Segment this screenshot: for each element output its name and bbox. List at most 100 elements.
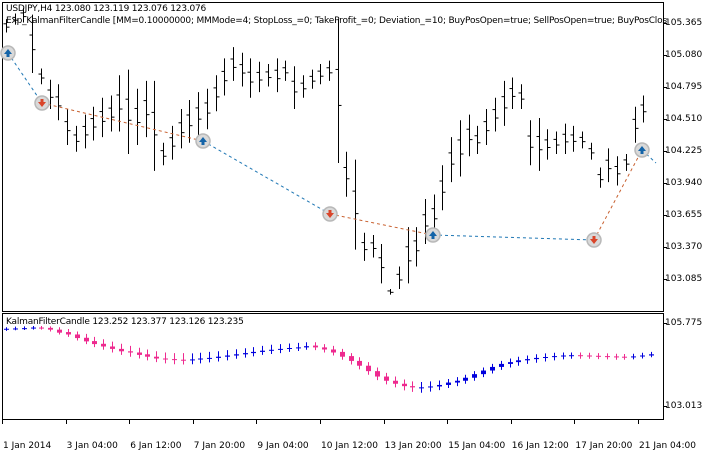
kalman-candle-body	[251, 351, 256, 354]
kalman-candle-body	[472, 374, 477, 378]
kalman-candle-body	[66, 332, 71, 335]
indicator-tick-label: 105.775	[662, 318, 703, 328]
kalman-candle-body	[39, 327, 44, 329]
time-tick	[2, 419, 3, 424]
kalman-candle-body	[587, 355, 592, 357]
price-tick-label: 103.655	[662, 210, 703, 221]
indicator-label: KalmanFilterCandle 123.252 123.377 123.1…	[6, 317, 244, 327]
kalman-candle-body	[419, 387, 424, 389]
price-tick-label: 103.370	[662, 242, 703, 253]
time-tick-label: 9 Jan 04:00	[257, 441, 309, 451]
time-tick	[65, 419, 67, 424]
kalman-candle-body	[446, 382, 451, 385]
kalman-candle-body	[216, 356, 221, 358]
time-tick-label: 7 Jan 20:00	[193, 441, 246, 451]
kalman-candle-body	[357, 360, 362, 366]
kalman-candle-body	[137, 352, 142, 355]
time-tick-label: 10 Jan 12:00	[321, 441, 378, 451]
time-tick	[383, 419, 385, 424]
kalman-candle-body	[75, 334, 80, 339]
kalman-candle-body	[331, 349, 336, 353]
kalman-candle-body	[304, 346, 309, 348]
kalman-candle-body	[119, 348, 124, 352]
kalman-candle-body	[366, 365, 371, 372]
kalman-candle-body	[181, 359, 186, 361]
kalman-candle-body	[154, 356, 159, 359]
kalman-candle-body	[278, 348, 283, 350]
trade-connector-line	[329, 213, 434, 236]
price-tick-label: 104.510	[662, 114, 703, 125]
time-tick	[447, 419, 449, 424]
time-tick-label: 1 Jan 2014	[3, 441, 52, 451]
indicator-panel[interactable]: KalmanFilterCandle 123.252 123.377 123.1…	[2, 313, 664, 420]
kalman-candle-body	[349, 356, 354, 361]
kalman-candle-body	[569, 355, 574, 357]
kalman-candle-body	[207, 357, 212, 359]
kalman-candle-body	[552, 356, 557, 358]
kalman-candle-body	[190, 359, 195, 361]
kalman-candle-body	[84, 337, 89, 342]
kalman-candle-body	[543, 357, 548, 359]
kalman-candle-body	[110, 346, 115, 349]
sell-arrow-icon	[326, 210, 334, 218]
kalman-candle-body	[561, 355, 566, 357]
price-chart-panel[interactable]: USDJPY,H4 123.080 123.119 123.076 123.07…	[2, 2, 667, 312]
kalman-candle-body	[101, 343, 106, 347]
kalman-candle-body	[92, 341, 97, 345]
kalman-candle-body	[4, 328, 9, 330]
kalman-candle-body	[225, 355, 230, 357]
kalman-candle-body	[340, 351, 345, 357]
price-tick-label: 103.085	[662, 274, 703, 285]
kalman-candle-body	[649, 354, 654, 356]
time-tick	[574, 419, 576, 424]
time-tick-label: 17 Jan 20:00	[575, 441, 633, 451]
kalman-candle-body	[578, 355, 583, 357]
kalman-candle-body	[145, 354, 150, 357]
kalman-candle-body	[13, 328, 18, 330]
indicator-tick-label: 103.013	[662, 401, 703, 411]
kalman-candle-body	[463, 377, 468, 381]
time-tick-label: 6 Jan 12:00	[130, 441, 182, 451]
kalman-candle-body	[269, 349, 274, 351]
kalman-candle-body	[499, 363, 504, 367]
kalman-candle-body	[48, 327, 53, 330]
kalman-candle-body	[243, 353, 248, 355]
time-tick	[510, 419, 512, 424]
kalman-candle-body	[525, 359, 530, 361]
kalman-candle-body	[31, 327, 36, 329]
trade-connector-line	[7, 52, 43, 104]
time-tick	[129, 419, 131, 424]
time-tick	[192, 419, 194, 424]
kalman-candle-body	[428, 386, 433, 388]
time-tick-label: 13 Jan 20:00	[384, 441, 442, 451]
kalman-candle-body	[172, 359, 177, 361]
kalman-candle-body	[640, 355, 645, 357]
buy-arrow-icon	[199, 137, 207, 145]
time-tick-label: 21 Jan 04:00	[639, 441, 696, 451]
time-tick-label: 3 Jan 04:00	[66, 441, 118, 451]
kalman-candle-body	[622, 356, 627, 358]
kalman-candle-body	[260, 350, 265, 352]
kalman-candle-body	[631, 356, 636, 358]
buy-arrow-icon	[429, 231, 437, 239]
kalman-candle-body	[296, 347, 301, 349]
kalman-candle-body	[384, 376, 389, 381]
price-tick-label: 105.080	[662, 50, 703, 61]
sell-arrow-icon	[590, 236, 598, 244]
price-tick-label: 104.225	[662, 146, 703, 157]
kalman-candle-body	[605, 356, 610, 358]
trade-connector-line	[593, 149, 643, 241]
kalman-candle-body	[128, 351, 133, 353]
trade-connector-line	[432, 234, 595, 241]
price-tick-label: 105.365	[662, 18, 703, 28]
time-tick-label: 16 Jan 12:00	[511, 441, 569, 451]
symbol-ohlc-label: USDJPY,H4 123.080 123.119 123.076 123.07…	[6, 4, 207, 14]
kalman-candle-body	[437, 384, 442, 387]
kalman-candle-body	[481, 370, 486, 375]
buy-arrow-icon	[4, 49, 12, 57]
buy-arrow-icon	[638, 146, 646, 154]
kalman-candle-body	[614, 356, 619, 358]
kalman-candle-body	[508, 362, 513, 364]
kalman-candle-body	[234, 354, 239, 356]
